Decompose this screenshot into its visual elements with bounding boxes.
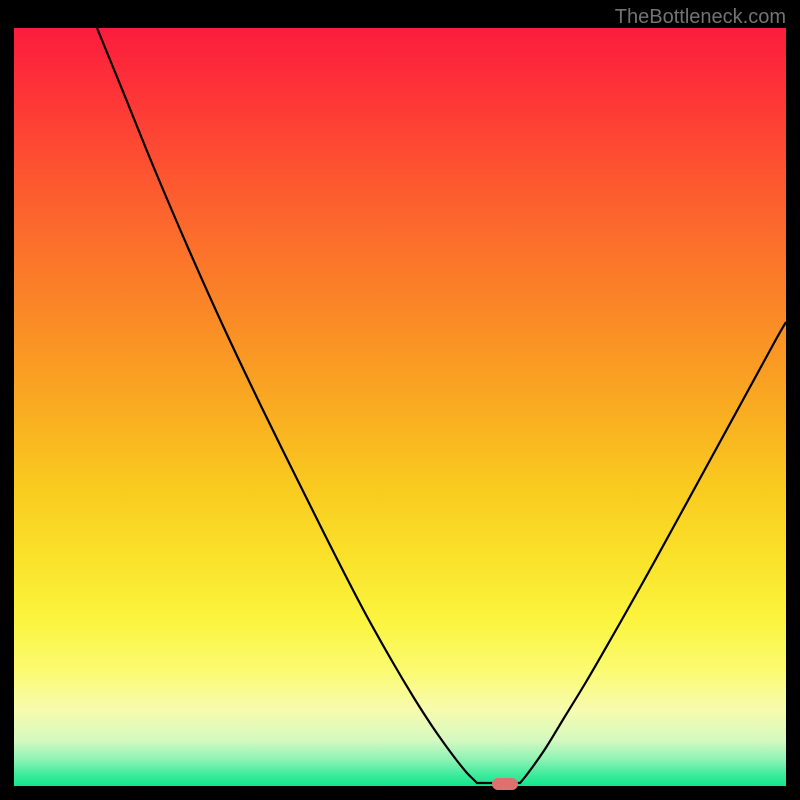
bottleneck-marker xyxy=(492,778,518,790)
bottleneck-chart xyxy=(14,28,786,786)
curve-overlay xyxy=(14,28,786,786)
watermark-text: TheBottleneck.com xyxy=(615,6,786,29)
